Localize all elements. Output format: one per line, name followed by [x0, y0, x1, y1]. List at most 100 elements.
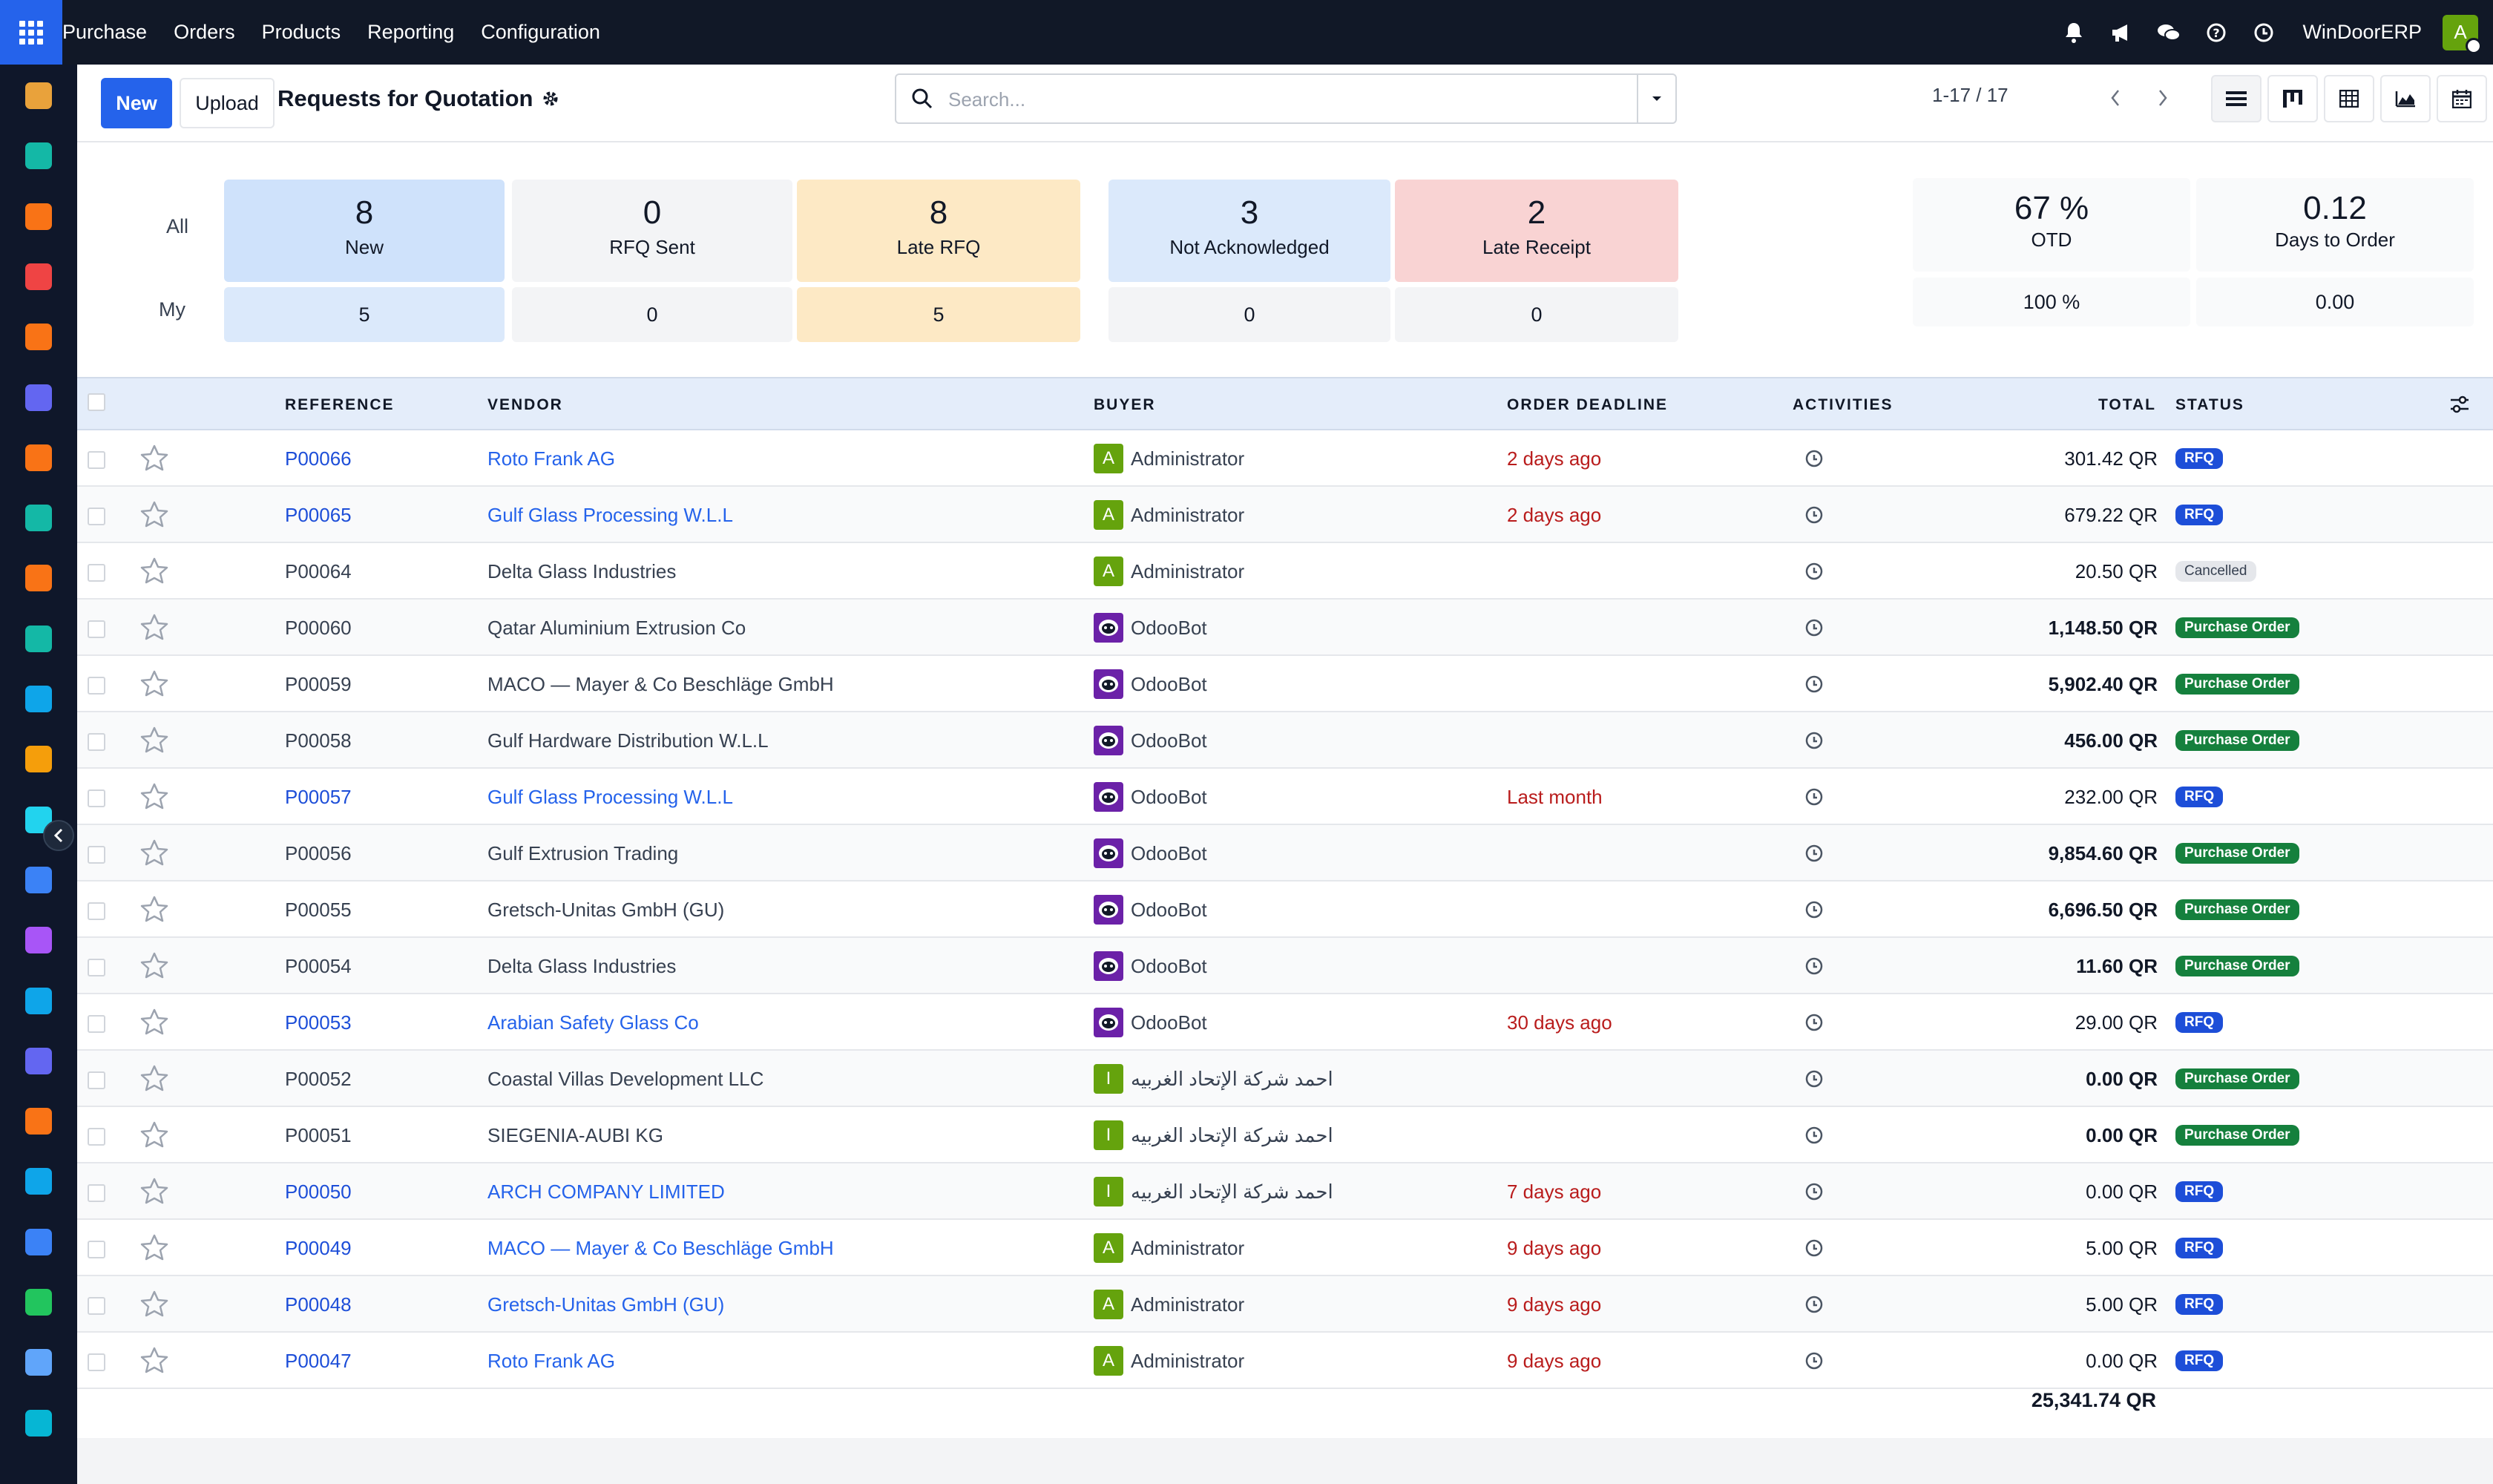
- tile-my-late-rfq[interactable]: 5: [797, 287, 1080, 342]
- search-input[interactable]: [948, 82, 1601, 116]
- reference-cell[interactable]: P00047: [285, 1349, 352, 1372]
- app-icon-10[interactable]: [25, 625, 52, 652]
- buyer-cell[interactable]: I احمد شركة الإتحاد الغربيه: [1094, 1107, 1333, 1163]
- table-row[interactable]: P00052 Coastal Villas Development LLC I احم…: [77, 1051, 2493, 1107]
- activity-cell[interactable]: [1804, 881, 1824, 938]
- activity-cell[interactable]: [1804, 430, 1824, 487]
- header-activities[interactable]: ACTIVITIES: [1793, 396, 1893, 413]
- menu-products[interactable]: Products: [261, 21, 341, 43]
- reference-cell[interactable]: P00051: [285, 1123, 352, 1146]
- app-icon-2[interactable]: [25, 142, 52, 170]
- app-brand[interactable]: Purchase: [62, 21, 148, 43]
- row-checkbox[interactable]: [88, 789, 105, 807]
- star-icon[interactable]: [139, 726, 169, 754]
- reference-cell[interactable]: P00048: [285, 1293, 352, 1316]
- buyer-cell[interactable]: A Administrator: [1094, 430, 1244, 487]
- buyer-cell[interactable]: I احمد شركة الإتحاد الغربيه: [1094, 1051, 1333, 1107]
- pivot-view-button[interactable]: [2324, 75, 2374, 122]
- row-checkbox[interactable]: [88, 1297, 105, 1315]
- activity-cell[interactable]: [1804, 769, 1824, 825]
- app-icon-18[interactable]: [25, 1108, 52, 1135]
- pager-previous-button[interactable]: [2094, 76, 2137, 119]
- buyer-cell[interactable]: OdooBot: [1094, 994, 1207, 1051]
- buyer-cell[interactable]: OdooBot: [1094, 769, 1207, 825]
- row-checkbox[interactable]: [88, 959, 105, 976]
- row-checkbox[interactable]: [88, 620, 105, 638]
- help-icon[interactable]: ?: [2203, 19, 2230, 46]
- vendor-cell[interactable]: Roto Frank AG: [487, 447, 615, 470]
- sidebar-collapse-button[interactable]: [43, 820, 74, 851]
- vendor-cell[interactable]: Gulf Glass Processing W.L.L: [487, 785, 733, 808]
- buyer-cell[interactable]: OdooBot: [1094, 881, 1207, 938]
- buyer-cell[interactable]: I احمد شركة الإتحاد الغربيه: [1094, 1163, 1333, 1220]
- tile-my-rfq-sent[interactable]: 0: [512, 287, 792, 342]
- reference-cell[interactable]: P00060: [285, 616, 352, 639]
- menu-configuration[interactable]: Configuration: [481, 21, 600, 43]
- row-checkbox[interactable]: [88, 1241, 105, 1258]
- star-icon[interactable]: [139, 669, 169, 697]
- activity-cell[interactable]: [1804, 1276, 1824, 1333]
- table-row[interactable]: P00050 ARCH COMPANY LIMITED I احمد شركة الإ…: [77, 1163, 2493, 1220]
- star-icon[interactable]: [139, 1008, 169, 1036]
- table-row[interactable]: P00059 MACO — Mayer & Co Beschläge GmbH Od…: [77, 656, 2493, 712]
- app-icon-14[interactable]: [25, 866, 52, 893]
- table-row[interactable]: P00056 Gulf Extrusion Trading OdooBot 9,854…: [77, 825, 2493, 881]
- reference-cell[interactable]: P00064: [285, 559, 352, 582]
- table-row[interactable]: P00048 Gretsch-Unitas GmbH (GU) A Administr…: [77, 1276, 2493, 1333]
- table-row[interactable]: P00055 Gretsch-Unitas GmbH (GU) OdooBot 6,6…: [77, 881, 2493, 938]
- activity-cell[interactable]: [1804, 825, 1824, 881]
- reference-cell[interactable]: P00049: [285, 1236, 352, 1259]
- table-row[interactable]: P00058 Gulf Hardware Distribution W.L.L Od…: [77, 712, 2493, 769]
- table-row[interactable]: P00065 Gulf Glass Processing W.L.L A Admini…: [77, 487, 2493, 543]
- star-icon[interactable]: [139, 1233, 169, 1261]
- clock-icon[interactable]: [2250, 19, 2277, 46]
- buyer-cell[interactable]: OdooBot: [1094, 825, 1207, 881]
- optional-columns-icon[interactable]: [2448, 393, 2471, 416]
- app-icon-12[interactable]: [25, 746, 52, 773]
- vendor-cell[interactable]: Coastal Villas Development LLC: [487, 1067, 764, 1090]
- menu-reporting[interactable]: Reporting: [367, 21, 455, 43]
- app-icon-21[interactable]: [25, 1289, 52, 1316]
- tile-my-late-receipt[interactable]: 0: [1395, 287, 1678, 342]
- vendor-cell[interactable]: Gretsch-Unitas GmbH (GU): [487, 1293, 725, 1316]
- vendor-cell[interactable]: MACO — Mayer & Co Beschläge GmbH: [487, 672, 834, 695]
- megaphone-icon[interactable]: [2108, 19, 2135, 46]
- vendor-cell[interactable]: Qatar Aluminium Extrusion Co: [487, 616, 746, 639]
- app-icon-19[interactable]: [25, 1168, 52, 1195]
- activity-cell[interactable]: [1804, 487, 1824, 543]
- buyer-cell[interactable]: A Administrator: [1094, 543, 1244, 600]
- star-icon[interactable]: [139, 1120, 169, 1149]
- activity-cell[interactable]: [1804, 600, 1824, 656]
- reference-cell[interactable]: P00059: [285, 672, 352, 695]
- header-reference[interactable]: REFERENCE: [285, 396, 395, 413]
- header-total[interactable]: TOTAL: [2098, 396, 2156, 413]
- company-name[interactable]: WinDoorERP: [2302, 21, 2422, 43]
- table-row[interactable]: P00066 Roto Frank AG A Administrator 2 days …: [77, 430, 2493, 487]
- header-vendor[interactable]: VENDOR: [487, 396, 563, 413]
- vendor-cell[interactable]: Delta Glass Industries: [487, 954, 677, 977]
- app-icon-20[interactable]: [25, 1228, 52, 1255]
- tile-not-acknowledged[interactable]: 3 Not Acknowledged: [1108, 180, 1390, 282]
- row-checkbox[interactable]: [88, 451, 105, 469]
- vendor-cell[interactable]: Gulf Glass Processing W.L.L: [487, 503, 733, 526]
- app-icon-4[interactable]: [25, 263, 52, 290]
- upload-button[interactable]: Upload: [180, 78, 275, 128]
- app-icon-7[interactable]: [25, 444, 52, 471]
- buyer-cell[interactable]: A Administrator: [1094, 1333, 1244, 1389]
- activity-cell[interactable]: [1804, 1220, 1824, 1276]
- star-icon[interactable]: [139, 1346, 169, 1374]
- graph-view-button[interactable]: [2380, 75, 2431, 122]
- vendor-cell[interactable]: Delta Glass Industries: [487, 559, 677, 582]
- gear-icon[interactable]: [542, 90, 559, 108]
- row-checkbox[interactable]: [88, 902, 105, 920]
- row-checkbox[interactable]: [88, 677, 105, 695]
- buyer-cell[interactable]: A Administrator: [1094, 487, 1244, 543]
- buyer-cell[interactable]: OdooBot: [1094, 656, 1207, 712]
- star-icon[interactable]: [139, 1064, 169, 1092]
- bell-icon[interactable]: [2060, 19, 2087, 46]
- reference-cell[interactable]: P00050: [285, 1180, 352, 1203]
- table-row[interactable]: P00049 MACO — Mayer & Co Beschläge GmbH A A…: [77, 1220, 2493, 1276]
- list-view-button[interactable]: [2211, 75, 2262, 122]
- app-icon-5[interactable]: [25, 324, 52, 351]
- tile-rfq-sent[interactable]: 0 RFQ Sent: [512, 180, 792, 282]
